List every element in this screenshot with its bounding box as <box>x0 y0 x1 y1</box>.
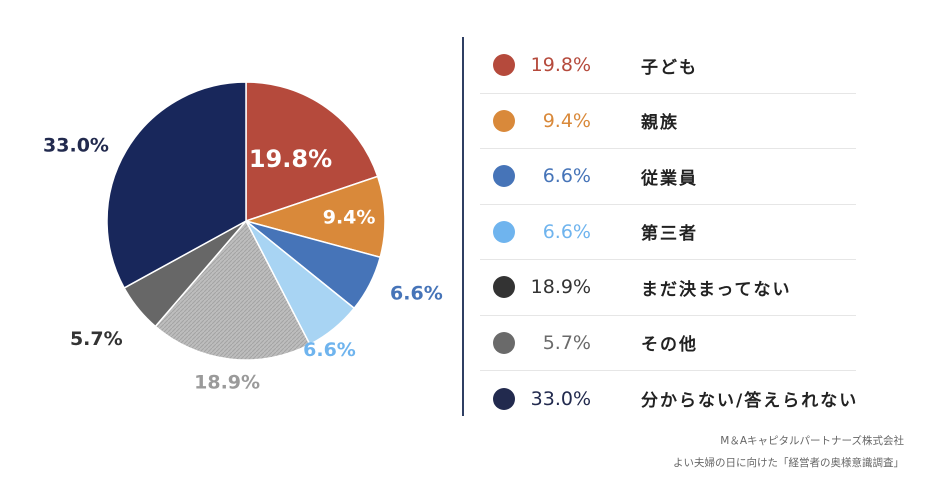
source-company: M＆Aキャピタルパートナーズ株式会社 <box>720 435 904 447</box>
legend-percent-children: 19.8% <box>530 54 591 77</box>
legend-percent-third-party: 6.6% <box>542 220 591 243</box>
legend-item-relatives: 9.4% 親族 <box>480 94 856 149</box>
source-survey: よい夫婦の日に向けた「経営者の奥様意識調査」 <box>673 457 904 469</box>
pie-slice-children <box>245 81 379 223</box>
legend-item-other: 5.7% その他 <box>480 316 856 371</box>
pie-slice-unknown <box>106 81 247 289</box>
legend-divider <box>462 37 464 416</box>
legend-percent-other: 5.7% <box>542 331 591 354</box>
legend-item-third-party: 6.6% 第三者 <box>480 205 856 260</box>
legend-dot-relatives <box>493 109 515 132</box>
legend-label-unknown: 分からない/答えられない <box>641 391 859 412</box>
legend-item-children: 19.8% 子ども <box>480 38 856 94</box>
source-credit: M＆Aキャピタルパートナーズ株式会社 よい夫婦の日に向けた「経営者の奥様意識調査… <box>673 430 904 474</box>
pie-label-employees: 6.6% <box>390 283 443 305</box>
pie-chart: 19.8% 9.4% 6.6% 6.6% 18.9% 5.7% 33.0% <box>43 81 443 394</box>
legend-dot-employees <box>493 165 515 188</box>
legend-label-undecided: まだ決まってない <box>641 279 792 300</box>
legend-dot-undecided <box>493 276 515 299</box>
pie-label-relatives: 9.4% <box>323 207 376 229</box>
legend-label-third-party: 第三者 <box>641 224 698 245</box>
legend-percent-employees: 6.6% <box>542 165 591 188</box>
legend-percent-unknown: 33.0% <box>530 387 591 410</box>
pie-label-other: 5.7% <box>70 328 123 350</box>
legend-percent-undecided: 18.9% <box>530 276 591 299</box>
legend-item-unknown: 33.0% 分からない/答えられない <box>480 371 856 427</box>
legend-item-undecided: 18.9% まだ決まってない <box>480 260 856 316</box>
legend-label-relatives: 親族 <box>641 113 679 134</box>
legend-dot-other <box>493 331 515 354</box>
pie-label-unknown: 33.0% <box>43 134 109 156</box>
pie-label-third-party: 6.6% <box>303 339 356 361</box>
pie-label-children: 19.8% <box>249 145 332 173</box>
legend-label-children: 子ども <box>641 57 698 78</box>
pie-slice-relatives <box>243 175 386 259</box>
legend: 19.8% 子ども 9.4% 親族 6.6% 従業員 6.6% 第三者 18.9… <box>480 38 856 427</box>
pie-slice-undecided <box>154 219 311 361</box>
legend-label-other: その他 <box>641 335 698 356</box>
legend-dot-third-party <box>493 220 515 243</box>
legend-label-employees: 従業員 <box>641 168 698 189</box>
pie-label-undecided: 18.9% <box>194 372 260 394</box>
legend-dot-children <box>493 54 515 77</box>
legend-dot-unknown <box>493 387 515 410</box>
legend-item-employees: 6.6% 従業員 <box>480 149 856 205</box>
legend-percent-relatives: 9.4% <box>542 109 591 132</box>
